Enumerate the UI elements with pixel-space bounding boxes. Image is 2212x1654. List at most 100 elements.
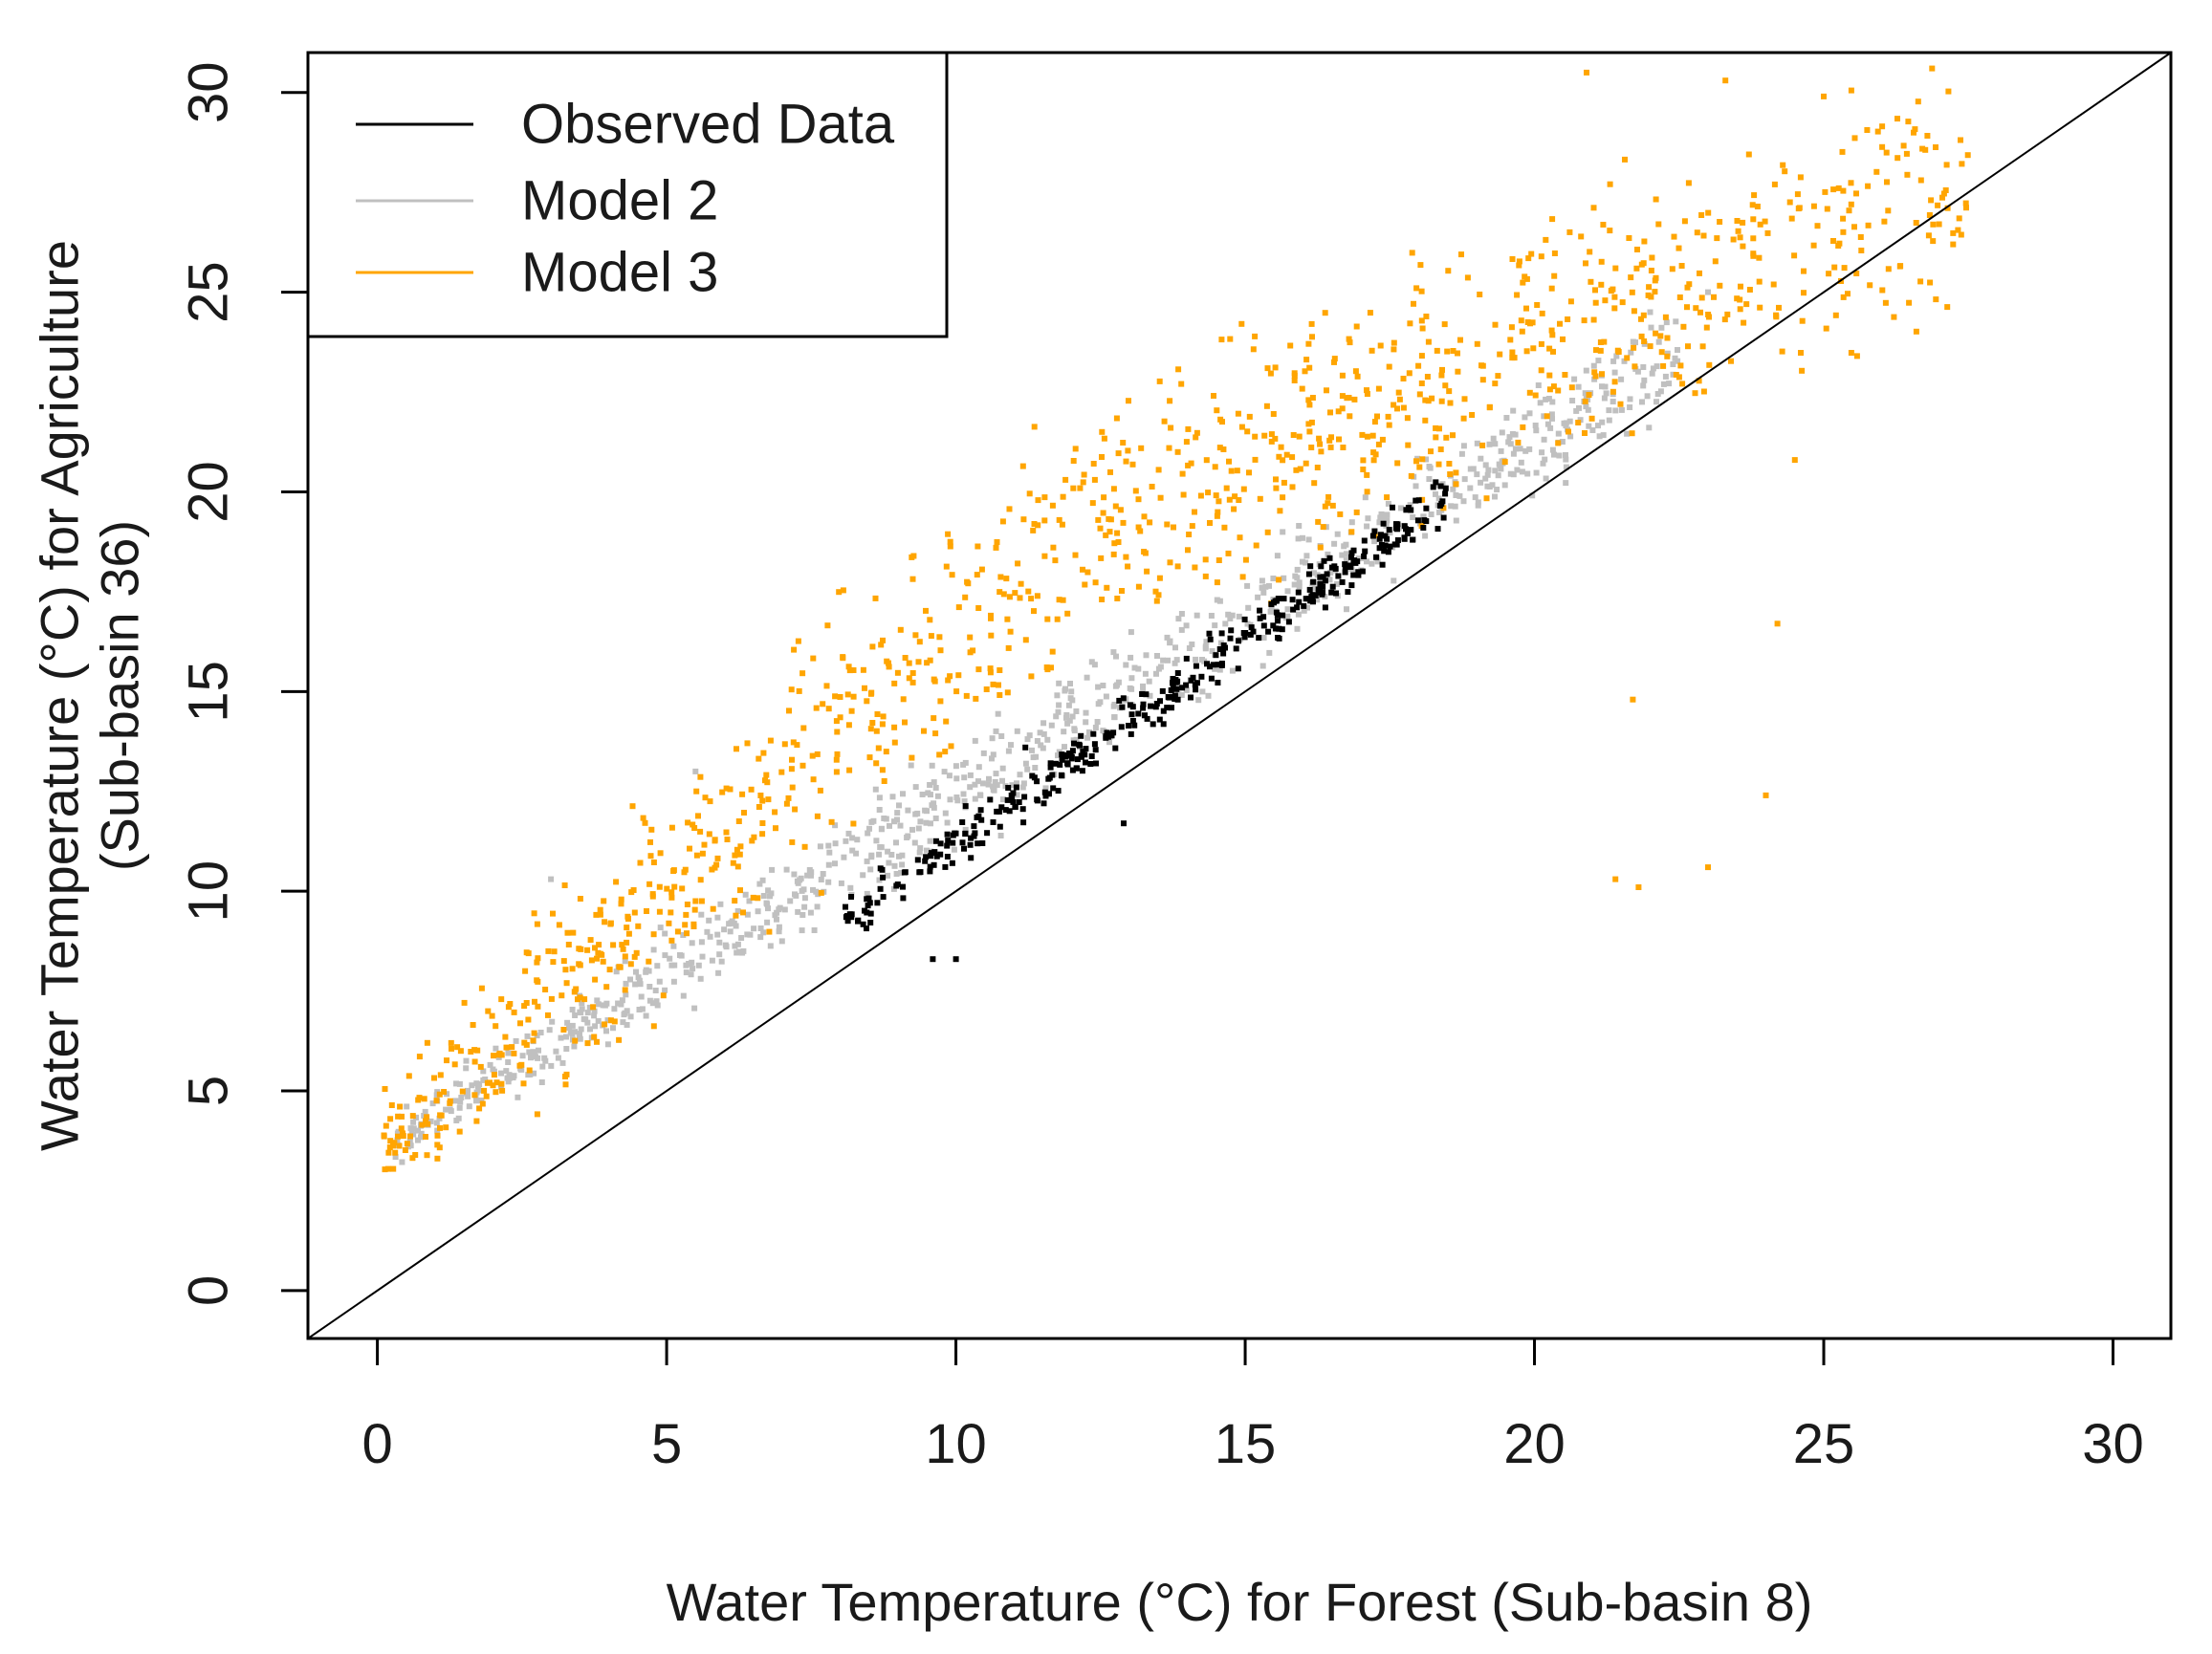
point-model-3 xyxy=(1628,274,1634,281)
point-model-2 xyxy=(513,1037,519,1044)
point-observed-data xyxy=(880,894,887,901)
point-model-3 xyxy=(679,885,686,892)
point-model-3 xyxy=(1680,323,1687,330)
point-model-3 xyxy=(1018,580,1024,587)
point-model-3 xyxy=(837,694,843,700)
point-model-3 xyxy=(1544,413,1550,420)
point-model-3 xyxy=(937,698,944,705)
point-model-2 xyxy=(531,1070,537,1077)
point-model-3 xyxy=(1157,494,1164,501)
point-model-3 xyxy=(592,945,598,951)
point-observed-data xyxy=(1335,573,1342,579)
point-model-3 xyxy=(1436,425,1442,432)
point-observed-data xyxy=(950,839,956,846)
point-model-2 xyxy=(924,847,930,854)
point-model-2 xyxy=(997,833,1004,838)
point-model-2 xyxy=(1172,644,1178,651)
point-model-2 xyxy=(891,818,897,825)
point-model-3 xyxy=(734,863,741,870)
point-observed-data xyxy=(1220,642,1227,648)
point-model-3 xyxy=(564,929,571,936)
point-model-3 xyxy=(1565,316,1571,322)
point-model-3 xyxy=(633,949,640,956)
point-model-3 xyxy=(576,946,582,952)
point-observed-data xyxy=(1276,635,1282,642)
point-model-3 xyxy=(923,607,929,614)
point-model-3 xyxy=(1479,377,1486,383)
point-model-3 xyxy=(707,798,713,805)
point-observed-data xyxy=(1062,753,1068,760)
point-model-2 xyxy=(491,1068,497,1075)
x-tick-label: 25 xyxy=(1793,1413,1855,1475)
point-model-3 xyxy=(1757,221,1763,228)
point-model-3 xyxy=(1641,338,1648,344)
point-model-3 xyxy=(1686,281,1693,288)
point-model-2 xyxy=(876,794,883,801)
point-observed-data xyxy=(1322,604,1328,611)
point-model-3 xyxy=(880,637,886,643)
point-model-2 xyxy=(591,1012,598,1019)
point-model-3 xyxy=(1352,368,1359,375)
point-observed-data xyxy=(1004,796,1011,803)
point-model-3 xyxy=(891,680,898,686)
point-model-3 xyxy=(1306,402,1313,408)
point-observed-data xyxy=(1215,680,1221,686)
point-model-3 xyxy=(423,1118,428,1124)
point-model-2 xyxy=(1601,395,1608,402)
point-model-3 xyxy=(1186,532,1193,537)
point-model-2 xyxy=(1225,611,1232,618)
point-model-3 xyxy=(737,843,744,850)
point-model-3 xyxy=(443,1124,449,1131)
point-model-3 xyxy=(1717,219,1723,225)
point-model-3 xyxy=(1084,569,1091,576)
point-model-2 xyxy=(1178,626,1185,633)
point-model-2 xyxy=(623,991,629,998)
point-model-2 xyxy=(1551,451,1557,458)
point-model-3 xyxy=(1308,445,1315,450)
point-model-3 xyxy=(575,996,580,1003)
point-model-2 xyxy=(683,969,690,976)
point-model-3 xyxy=(1400,376,1407,381)
point-model-3 xyxy=(1059,521,1065,528)
point-model-3 xyxy=(624,939,630,946)
point-model-3 xyxy=(1364,391,1370,397)
point-model-2 xyxy=(1547,424,1554,431)
point-model-3 xyxy=(1104,584,1110,591)
point-model-3 xyxy=(1669,266,1675,272)
point-model-3 xyxy=(1314,465,1321,470)
point-model-3 xyxy=(1678,263,1685,269)
point-model-3 xyxy=(1883,149,1890,156)
point-model-3 xyxy=(1788,215,1795,222)
point-model-3 xyxy=(570,929,577,936)
point-model-3 xyxy=(628,889,635,896)
point-model-3 xyxy=(1652,289,1658,295)
point-model-3 xyxy=(996,692,1003,698)
point-model-3 xyxy=(947,673,953,680)
point-model-2 xyxy=(1649,370,1655,377)
point-model-2 xyxy=(670,943,677,949)
point-observed-data xyxy=(961,845,967,852)
point-model-2 xyxy=(579,1006,585,1012)
point-model-2 xyxy=(622,958,628,965)
point-model-3 xyxy=(1293,467,1300,473)
point-model-2 xyxy=(1008,742,1014,749)
point-model-3 xyxy=(1391,402,1397,408)
point-observed-data xyxy=(1012,803,1018,810)
point-model-3 xyxy=(1492,321,1499,328)
point-model-3 xyxy=(1599,371,1605,378)
point-model-3 xyxy=(773,825,778,832)
point-observed-data xyxy=(1248,624,1255,631)
point-model-2 xyxy=(979,780,986,787)
point-model-2 xyxy=(899,861,906,868)
point-model-2 xyxy=(410,1131,417,1138)
point-model-3 xyxy=(1394,460,1401,467)
point-model-2 xyxy=(847,884,854,891)
point-model-2 xyxy=(1542,456,1548,463)
point-model-3 xyxy=(1049,648,1056,655)
point-model-2 xyxy=(783,866,790,873)
point-model-3 xyxy=(1444,348,1451,355)
point-model-2 xyxy=(1146,678,1152,685)
x-tick-label: 0 xyxy=(361,1413,392,1475)
point-model-2 xyxy=(734,908,741,914)
point-model-3 xyxy=(1885,207,1892,214)
